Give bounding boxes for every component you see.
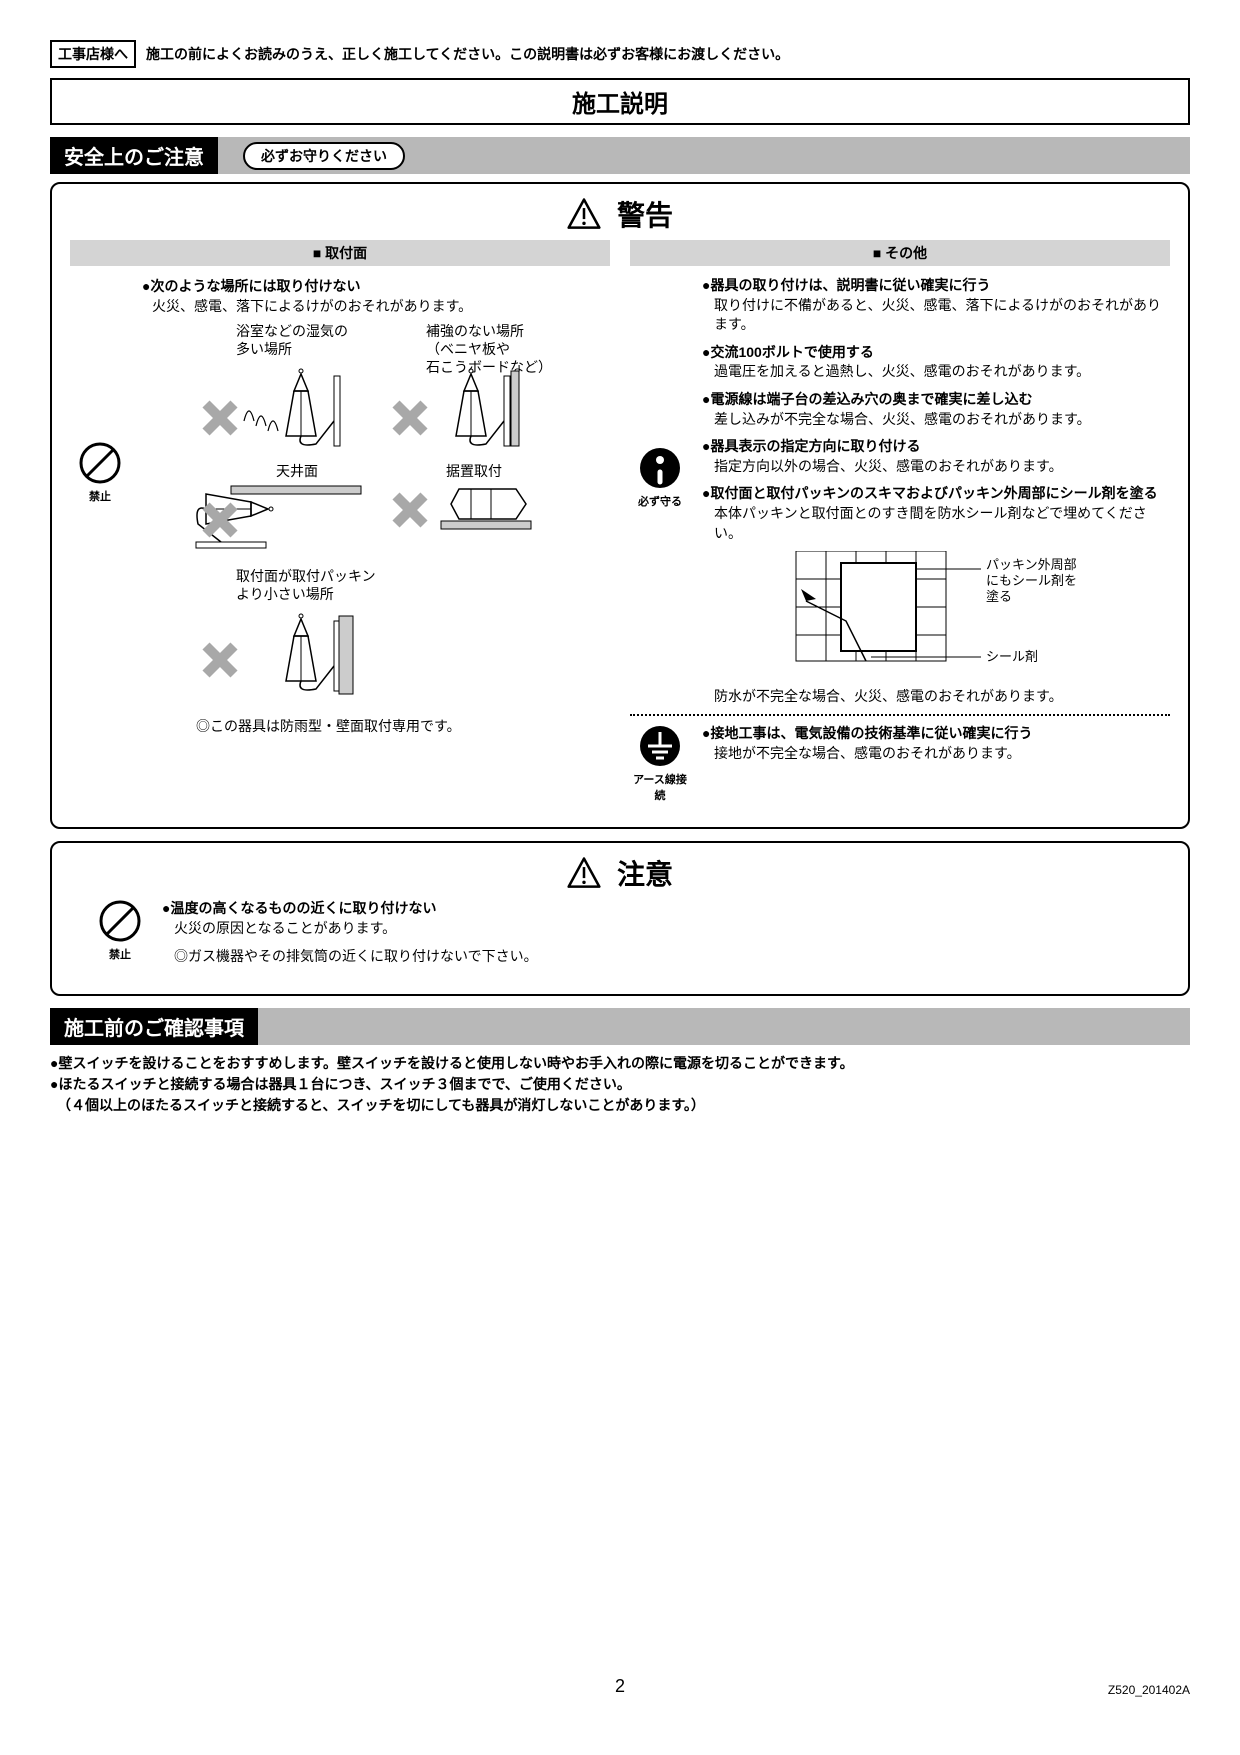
prohibit-icon — [78, 441, 122, 485]
r-item-1-hdr: ●交流100ボルトで使用する — [702, 343, 1170, 363]
mounting-diagram: 浴室などの湿気の 多い場所 補強のない場所 （ベニヤ板や 石こうボードなど） — [142, 316, 610, 756]
svg-text:取付面が取付パッキン: 取付面が取付パッキン — [236, 568, 376, 584]
mounting-surface-column: ■ 取付面 禁止 ●次のような場所には取り付けない 火災、感電、落下によるけがの… — [70, 240, 610, 803]
svg-text:天井面: 天井面 — [276, 463, 318, 479]
section-heading-precheck: 施工前のご確認事項 — [50, 1008, 258, 1045]
header-box-label: 工事店様へ — [50, 40, 136, 68]
caution-prohibit-label: 禁止 — [90, 946, 150, 962]
other-column: ■ その他 必ず守る ●器具の取り付けは、説明書に従い確実に行う 取り付けに不備… — [630, 240, 1170, 803]
ground-desc: 接地が不完全な場合、感電のおそれがあります。 — [702, 744, 1170, 764]
no-install-title: ●次のような場所には取り付けない — [142, 276, 610, 296]
svg-text:据置取付: 据置取付 — [446, 463, 502, 479]
page-number: 2 — [50, 1676, 1190, 1697]
warning-heading: 警告 — [617, 194, 673, 234]
caution-d1: 火災の原因となることがあります。 — [162, 919, 1170, 939]
header-text: 施工の前によくお読みのうえ、正しく施工してください。この説明書は必ずお客様にお渡… — [146, 44, 789, 64]
svg-text:（ベニヤ板や: （ベニヤ板や — [426, 341, 510, 357]
caution-d2: ◎ガス機器やその排気筒の近くに取り付けないで下さい。 — [162, 947, 1170, 967]
r-item-3-hdr: ●器具表示の指定方向に取り付ける — [702, 437, 1170, 457]
section-heading-safety: 安全上のご注意 — [50, 137, 218, 174]
ground-label: アース線接続 — [630, 771, 690, 803]
svg-text:補強のない場所: 補強のない場所 — [426, 323, 524, 339]
ground-hdr: ●接地工事は、電気設備の技術基準に従い確実に行う — [702, 724, 1170, 744]
caution-box: 注意 禁止 ●温度の高くなるものの近くに取り付けない 火災の原因となることがあり… — [50, 841, 1190, 996]
no-install-desc: 火災、感電、落下によるけがのおそれがあります。 — [142, 296, 610, 316]
waterproof-warning: 防水が不完全な場合、火災、感電のおそれがあります。 — [702, 687, 1170, 707]
r-item-2-desc: 差し込みが不完全な場合、火災、感電のおそれがあります。 — [702, 410, 1170, 430]
svg-text:◎この器具は防雨型・壁面取付専用です。: ◎この器具は防雨型・壁面取付専用です。 — [196, 718, 461, 734]
precheck-list: ●壁スイッチを設けることをおすすめします。壁スイッチを設けると使用しない時やお手… — [50, 1053, 1190, 1116]
r-item-4-desc: 本体パッキンと取付面とのすき間を防水シール剤などで埋めてください。 — [702, 504, 1170, 543]
other-header: ■ その他 — [630, 240, 1170, 266]
precheck-1: ●ほたるスイッチと接続する場合は器具１台につき、スイッチ３個までで、ご使用くださ… — [50, 1074, 1190, 1095]
must-follow-icon — [638, 446, 682, 490]
caution-prohibit-icon — [98, 899, 142, 943]
section-bar-precheck: 施工前のご確認事項 — [50, 1008, 1190, 1045]
r-item-2-hdr: ●電源線は端子台の差込み穴の奥まで確実に差し込む — [702, 390, 1170, 410]
warning-box: 警告 ■ 取付面 禁止 ●次のような場所には取り付けない 火災、感電、落下による… — [50, 182, 1190, 829]
caution-heading: 注意 — [617, 853, 673, 893]
header-row: 工事店様へ 施工の前によくお読みのうえ、正しく施工してください。この説明書は必ず… — [50, 40, 1190, 68]
caution-hdr: ●温度の高くなるものの近くに取り付けない — [162, 899, 1170, 919]
ground-icon — [638, 724, 682, 768]
svg-text:石こうボードなど）: 石こうボードなど） — [426, 359, 552, 375]
precheck-0: ●壁スイッチを設けることをおすすめします。壁スイッチを設けると使用しない時やお手… — [50, 1053, 1190, 1074]
section-bar-safety: 安全上のご注意 必ずお守りください — [50, 137, 1190, 174]
r-item-0-hdr: ●器具の取り付けは、説明書に従い確実に行う — [702, 276, 1170, 296]
r-item-0-desc: 取り付けに不備があると、火災、感電、落下によるけがのおそれがあります。 — [702, 296, 1170, 335]
document-id: Z520_201402A — [1108, 1683, 1190, 1697]
svg-text:にもシール剤を: にもシール剤を — [986, 573, 1077, 588]
sealant-diagram: パッキン外周部 にもシール剤を 塗る シール剤 — [702, 551, 1170, 681]
precheck-2: （４個以上のほたるスイッチと接続すると、スイッチを切にしても器具が消灯しないこと… — [50, 1095, 1190, 1116]
svg-text:多い場所: 多い場所 — [236, 341, 292, 357]
svg-text:より小さい場所: より小さい場所 — [236, 586, 334, 602]
must-follow-pill: 必ずお守りください — [243, 142, 405, 170]
r-item-3-desc: 指定方向以外の場合、火災、感電のおそれがあります。 — [702, 457, 1170, 477]
svg-text:パッキン外周部: パッキン外周部 — [986, 557, 1077, 572]
prohibit-label: 禁止 — [70, 488, 130, 504]
svg-text:塗る: 塗る — [986, 589, 1012, 604]
r-item-4-hdr: ●取付面と取付パッキンのスキマおよびパッキン外周部にシール剤を塗る — [702, 484, 1170, 504]
document-title: 施工説明 — [50, 78, 1190, 125]
must-follow-label: 必ず守る — [630, 493, 690, 509]
caution-triangle-icon — [567, 856, 601, 890]
svg-text:シール剤: シール剤 — [986, 649, 1038, 664]
r-item-1-desc: 過電圧を加えると過熱し、火災、感電のおそれがあります。 — [702, 362, 1170, 382]
svg-text:浴室などの湿気の: 浴室などの湿気の — [236, 323, 348, 339]
mounting-header: ■ 取付面 — [70, 240, 610, 266]
warning-triangle-icon — [567, 197, 601, 231]
